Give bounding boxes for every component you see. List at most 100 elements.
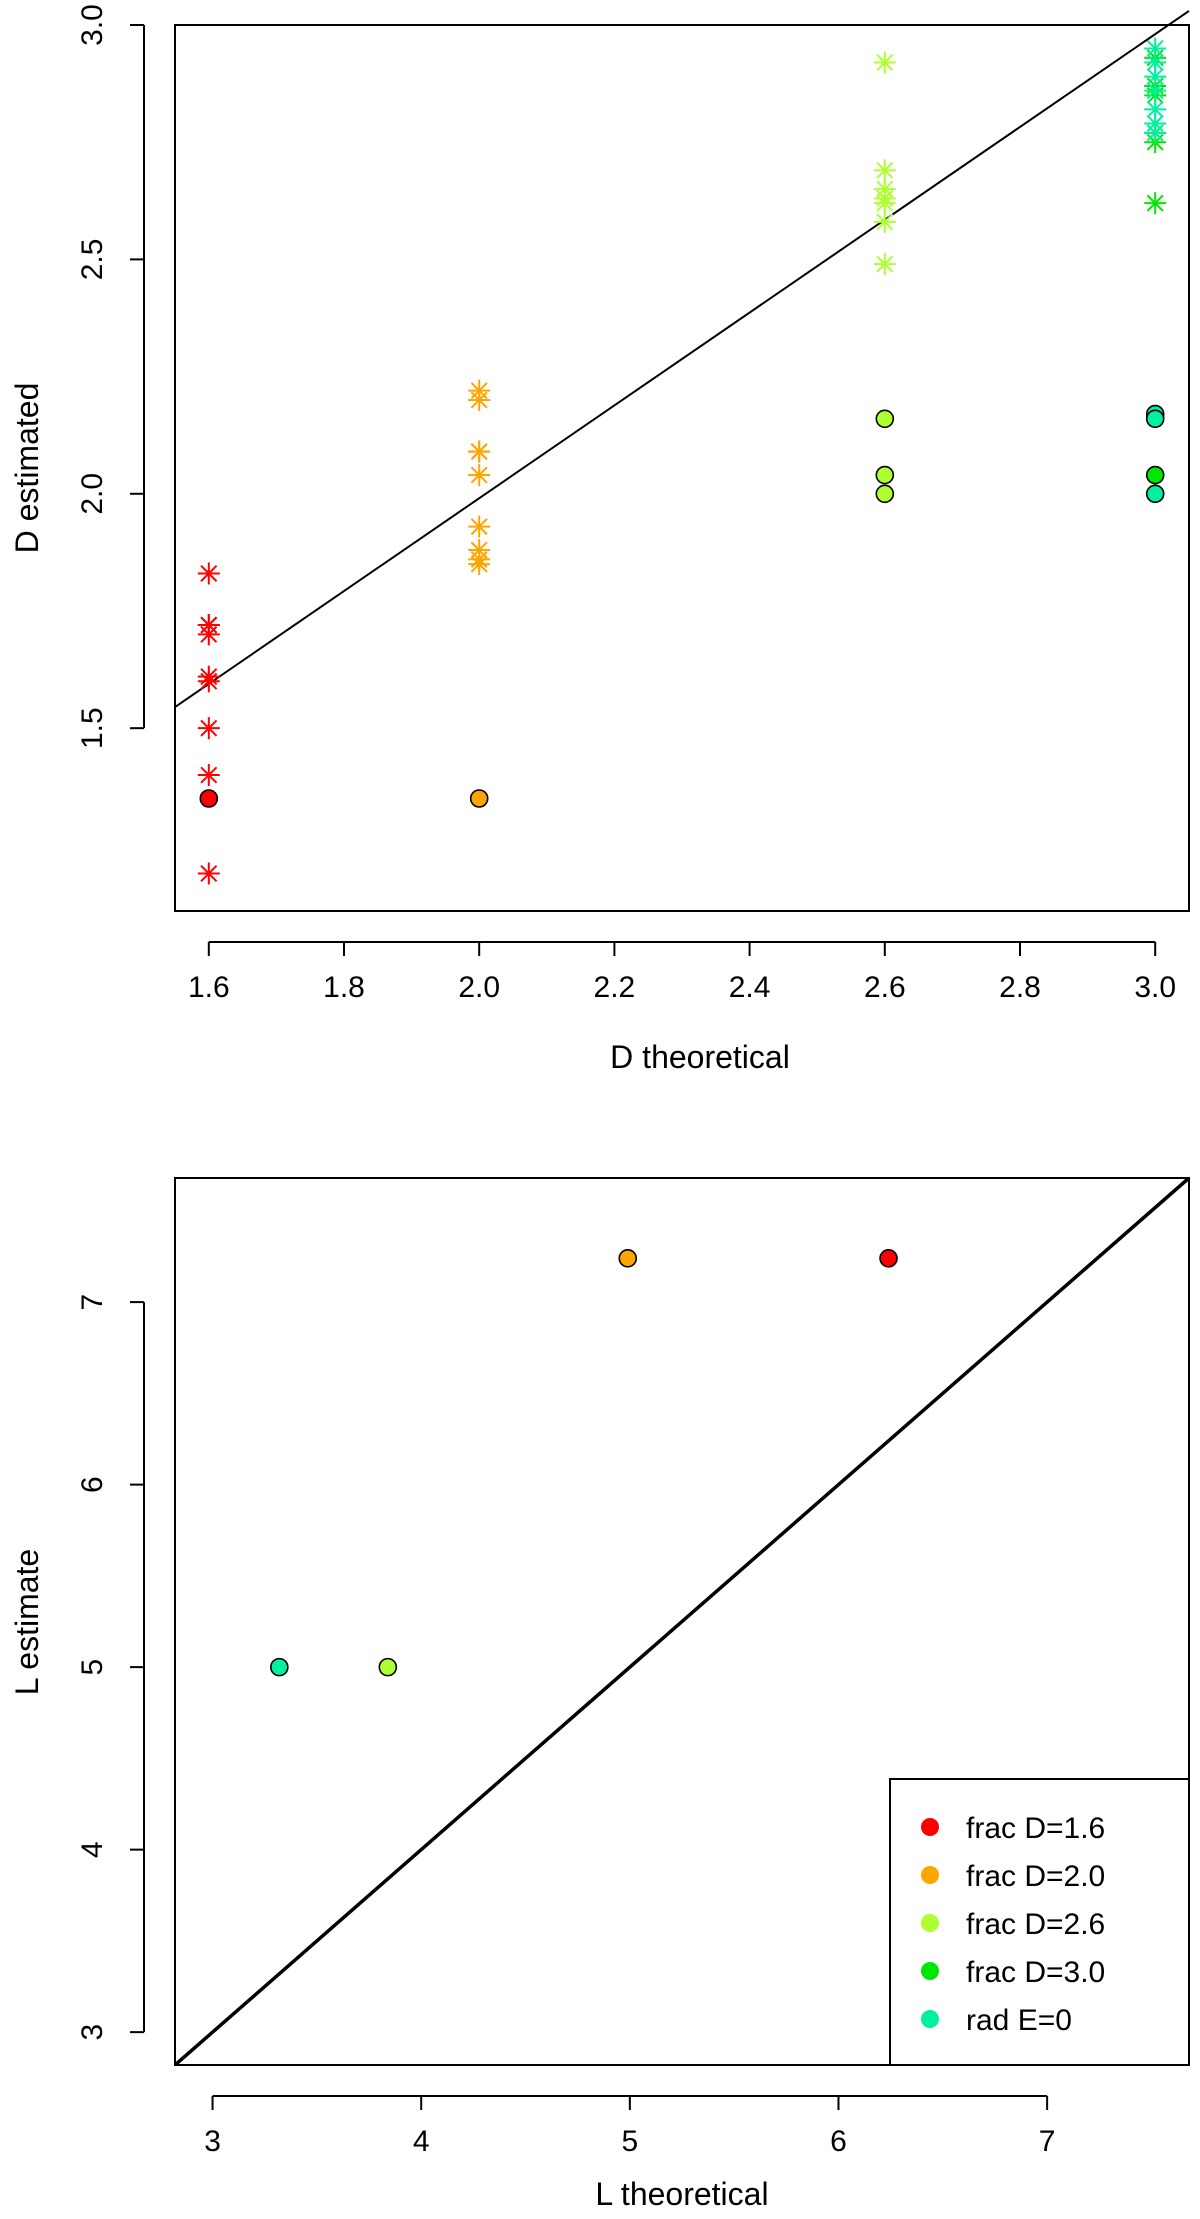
star-point <box>468 389 491 412</box>
d-circle-point <box>1145 465 1165 485</box>
d-x-tick-label: 2.8 <box>999 971 1041 1004</box>
star-point <box>468 440 491 463</box>
star-stroke <box>470 391 488 409</box>
star-stroke <box>876 194 894 212</box>
d-y-axis-label: D estimated <box>9 383 45 554</box>
star-stroke <box>470 555 488 573</box>
d-x-tick-label: 2.6 <box>864 971 906 1004</box>
star-stroke <box>470 466 488 484</box>
l-x-axis-label: L theoretical <box>595 2176 768 2212</box>
l-point <box>618 1249 638 1268</box>
star-stroke <box>470 518 488 536</box>
star-point <box>873 253 896 276</box>
star-point <box>468 553 491 576</box>
star-point <box>197 764 220 787</box>
d-reference-line <box>174 10 1190 708</box>
l-plot-frame <box>174 1177 1190 2066</box>
l-x-axis: 3 4 5 6 7 <box>204 2095 1056 2158</box>
l-y-tick-label: 7 <box>76 1294 109 1311</box>
l-x-tick-label: 4 <box>413 2125 430 2158</box>
star-stroke <box>876 161 894 179</box>
star-point <box>873 159 896 182</box>
star-point <box>1144 192 1167 215</box>
d-star-series <box>468 379 491 576</box>
legend-item: frac D=1.6 <box>921 1812 1105 1845</box>
d-circle-point <box>1145 484 1165 504</box>
l-y-tick-label: 3 <box>76 2024 109 2041</box>
legend-item: frac D=2.0 <box>921 1860 1105 1893</box>
star-stroke <box>200 672 218 690</box>
legend-dot-icon <box>921 1962 939 1980</box>
d-circle-point <box>1145 409 1165 429</box>
d-x-tick-label: 2.2 <box>594 971 636 1004</box>
d-circle-point <box>875 409 895 429</box>
legend-label: frac D=1.6 <box>966 1812 1105 1845</box>
star-point <box>1144 37 1167 60</box>
star-point <box>1144 121 1167 144</box>
l-x-tick-label: 7 <box>1039 2125 1056 2158</box>
star-stroke <box>470 443 488 461</box>
l-x-tick-label: 5 <box>621 2125 638 2158</box>
l-reference-line <box>173 1176 1191 2067</box>
l-y-tick-label: 5 <box>76 1659 109 1676</box>
d-x-tick-label: 1.6 <box>188 971 230 1004</box>
d-x-axis: 1.6 1.8 2.0 2.2 2.4 2.6 2.8 3.0 <box>188 941 1176 1004</box>
d-scatter-chart: 1.6 1.8 2.0 2.2 2.4 2.6 2.8 3.0 1.5 2.0 2.5 3.0 D … <box>9 4 1190 1075</box>
l-x-tick-label: 6 <box>830 2125 847 2158</box>
d-identity-line <box>174 10 1190 708</box>
d-star-series <box>197 562 220 885</box>
d-star-series <box>873 51 896 276</box>
legend: frac D=1.6 frac D=2.0 frac D=2.6 frac D=3.0… <box>889 1778 1190 2066</box>
legend-item: frac D=3.0 <box>921 1956 1105 1989</box>
star-stroke <box>1146 194 1164 212</box>
d-y-tick-label: 3.0 <box>76 4 109 46</box>
l-point <box>270 1657 289 1677</box>
legend-label: rad E=0 <box>966 2004 1072 2037</box>
star-stroke <box>200 625 218 643</box>
d-plot-frame <box>174 24 1190 912</box>
legend-dot-icon <box>921 1866 939 1884</box>
l-y-tick-label: 6 <box>76 1476 109 1493</box>
l-point <box>879 1249 898 1268</box>
d-circle-point <box>875 484 895 504</box>
star-point <box>197 862 220 885</box>
star-stroke <box>1146 100 1164 118</box>
d-y-tick-label: 2.5 <box>76 239 109 281</box>
star-stroke <box>1146 124 1164 142</box>
star-point <box>468 464 491 487</box>
l-identity-line <box>173 1176 1191 2067</box>
l-x-tick-label: 3 <box>204 2125 221 2158</box>
star-stroke <box>876 255 894 273</box>
d-x-tick-label: 3.0 <box>1134 971 1176 1004</box>
d-circle-point <box>875 465 895 485</box>
star-point <box>873 210 896 233</box>
star-point <box>873 51 896 74</box>
l-y-tick-label: 4 <box>76 1841 109 1858</box>
star-stroke <box>200 766 218 784</box>
star-stroke <box>200 719 218 737</box>
d-y-tick-label: 2.0 <box>76 473 109 515</box>
d-x-tick-label: 2.0 <box>458 971 500 1004</box>
d-circle-points <box>199 404 1165 808</box>
d-y-tick-label: 1.5 <box>76 707 109 749</box>
legend-item: rad E=0 <box>921 2004 1072 2037</box>
star-stroke <box>1146 82 1164 100</box>
d-x-axis-label: D theoretical <box>610 1039 790 1075</box>
star-point <box>468 515 491 538</box>
star-stroke <box>1146 39 1164 57</box>
star-point <box>197 623 220 646</box>
legend-box <box>889 1778 1190 2066</box>
l-point <box>378 1657 398 1677</box>
l-y-axis-label: L estimate <box>9 1549 45 1695</box>
legend-dot-icon <box>921 1818 939 1836</box>
l-y-axis: 3 4 5 6 7 <box>76 1294 145 2041</box>
legend-dot-icon <box>921 2010 939 2028</box>
star-point <box>197 717 220 740</box>
l-points <box>270 1249 898 1677</box>
star-stroke <box>876 213 894 231</box>
star-stroke <box>200 865 218 882</box>
legend-label: frac D=3.0 <box>966 1956 1105 1989</box>
d-x-tick-label: 1.8 <box>323 971 365 1004</box>
legend-dot-icon <box>921 1914 939 1932</box>
star-stroke <box>1146 54 1164 71</box>
